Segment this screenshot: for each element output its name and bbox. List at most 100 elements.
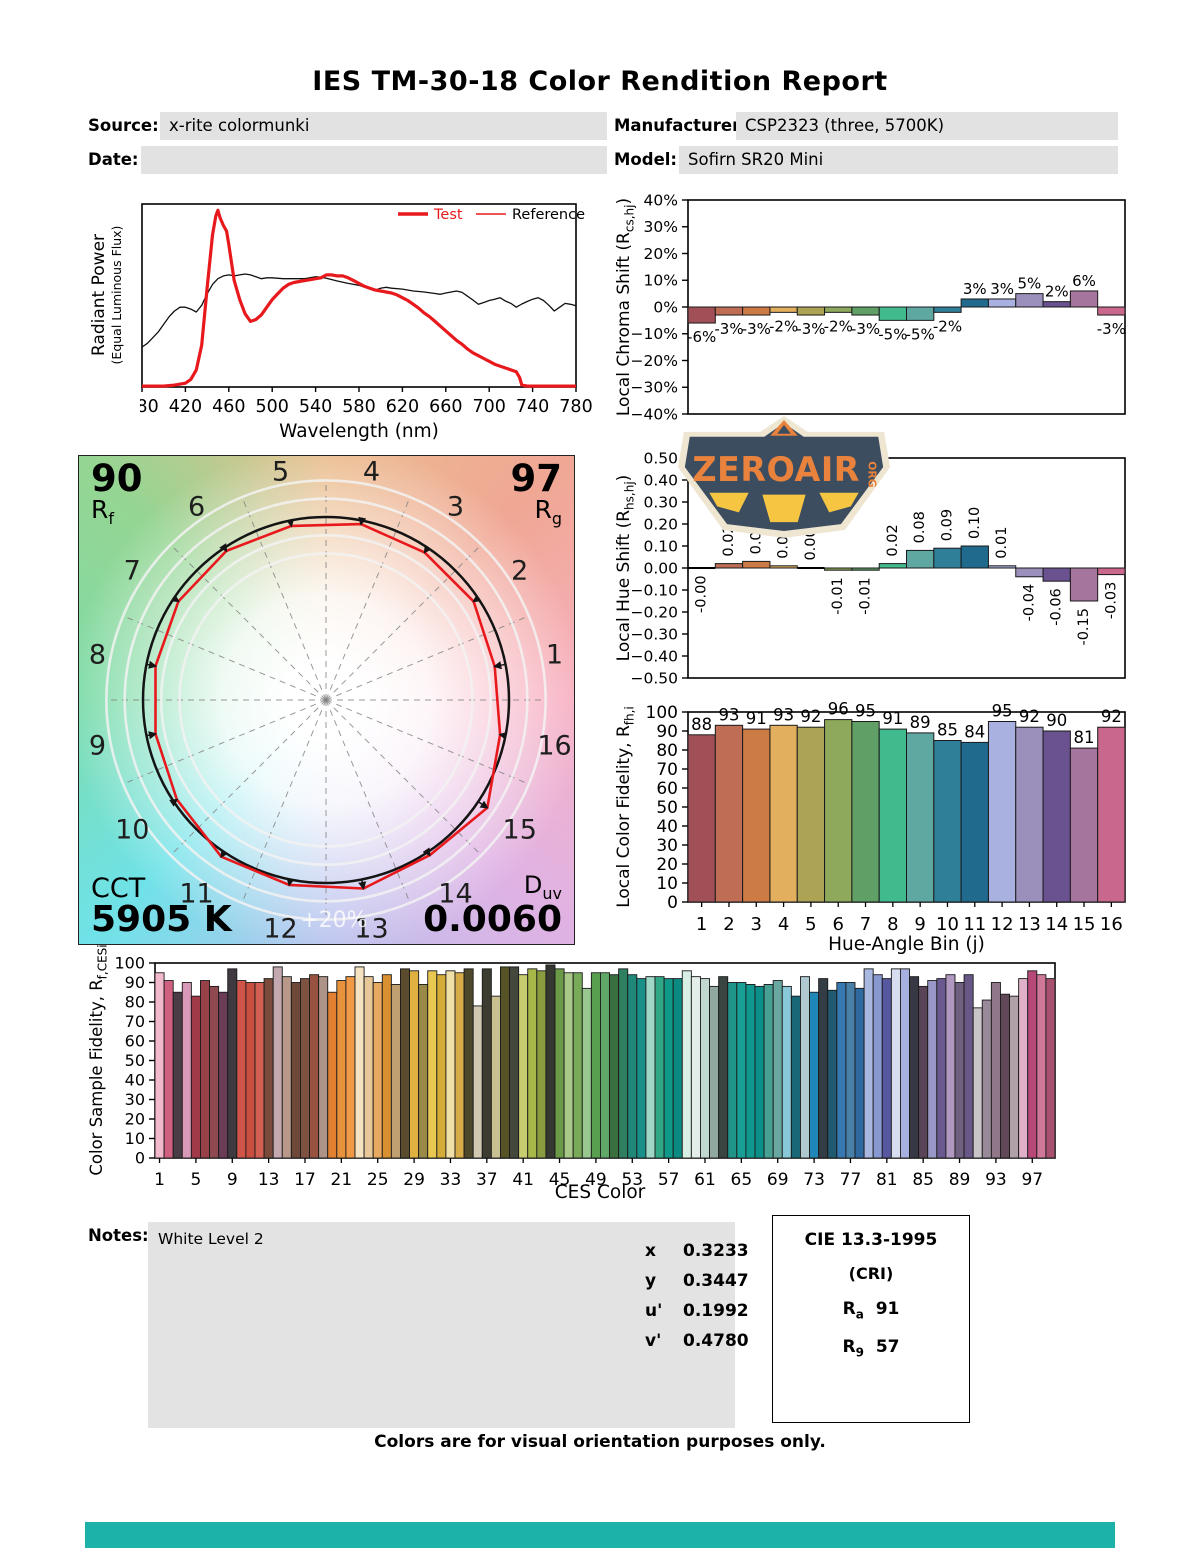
- ces-sample-fidelity-bar-14: [272, 966, 283, 1159]
- r9-row: R9 57: [842, 1337, 900, 1360]
- x-tick-label: 97: [1021, 1170, 1043, 1190]
- y-tick-label: 100: [646, 703, 678, 723]
- local-chroma-shift-bar-11: [960, 298, 989, 308]
- ces-sample-fidelity-bar-44: [545, 964, 556, 1159]
- y-tick-label: −30%: [631, 379, 678, 397]
- x-tick-label: 2: [723, 914, 734, 935]
- ces-sample-fidelity-bar-78: [854, 987, 865, 1159]
- bar-value-label: 91: [882, 709, 903, 728]
- local-hue-shift-bar-10: [933, 547, 962, 569]
- x-axis-title: CES Color: [555, 1182, 646, 1203]
- source-label: Source:: [88, 116, 159, 135]
- ces-sample-fidelity-bar-94: [1000, 993, 1010, 1159]
- cct-label: CCT: [91, 873, 146, 904]
- shift-arrow-bin-1: [493, 661, 506, 670]
- x-tick-label: 3: [751, 914, 762, 935]
- ces-sample-fidelity-bar-46: [563, 972, 574, 1159]
- ces-sample-fidelity-bar-79: [863, 968, 874, 1159]
- spd-plot: 380 420 460 500 540 580 620 660 700 740 780 Wavelen…: [140, 203, 593, 442]
- ces-sample-fidelity-bar-39: [500, 966, 510, 1159]
- bar-value-label: 5%: [1018, 275, 1042, 293]
- ces-sample-fidelity-bar-59: [681, 970, 692, 1159]
- y-tick-label: 90: [125, 973, 145, 992]
- local-chroma-shift-bar-10: [933, 306, 962, 313]
- local-hue-shift-bar-16: [1097, 567, 1126, 576]
- cvg-bin-number-3: 3: [447, 491, 464, 522]
- cvg-bin-number-2: 2: [511, 556, 528, 587]
- bar-value-label: 93: [773, 705, 794, 724]
- bar-value-label: -5%: [906, 325, 935, 343]
- y-tick-label: 10: [656, 874, 678, 894]
- bar-value-label: -0.01: [858, 577, 874, 615]
- ces-sample-fidelity-bar-58: [672, 978, 683, 1159]
- y-tick-label: 20: [125, 1110, 145, 1129]
- ces-sample-fidelity-bar-74: [818, 978, 829, 1159]
- hue-bin-divider: [325, 699, 530, 785]
- notes-label: Notes:: [88, 1226, 149, 1245]
- bar-value-label: 92: [1019, 707, 1040, 726]
- ces-sample-fidelity-bar-41: [518, 974, 529, 1159]
- y-tick-label: 70: [656, 760, 678, 780]
- ces-sample-fidelity-bar-80: [872, 974, 883, 1159]
- ces-sample-fidelity-bar-27: [390, 984, 401, 1159]
- chromaticity-block: x 0.3233 y 0.3447 u' 0.1992 v' 0.4780: [645, 1236, 749, 1356]
- x-axis-title: Hue-Angle Bin (j): [828, 934, 985, 954]
- x-tick-label: 53: [621, 1170, 643, 1190]
- y-tick-label: 0.00: [643, 559, 678, 577]
- ces-sample-fidelity-bar-31: [427, 970, 438, 1159]
- x-tick-label: 49: [585, 1170, 607, 1190]
- ces-sample-fidelity-bar-34: [454, 972, 465, 1159]
- x-tick-label: 15: [1073, 914, 1096, 935]
- rf-label: Rf: [91, 495, 115, 528]
- cie-title: CIE 13.3-1995: [804, 1230, 938, 1250]
- y-tick-label: 40: [656, 817, 678, 837]
- ces-sample-fidelity-bar-82: [890, 968, 901, 1159]
- ces-sample-fidelity-bar-86: [927, 980, 938, 1159]
- local-color-fidelity-bar-14: [1042, 730, 1071, 903]
- ces-sample-fidelity-bar-2: [163, 980, 174, 1159]
- test-spectrum-line: [142, 208, 576, 388]
- chromaticity-y-row: y 0.3447: [645, 1271, 749, 1291]
- local-color-fidelity-bar-13: [1015, 726, 1044, 903]
- local-hue-shift-bar-7: [851, 567, 880, 571]
- ces-sample-fidelity-bar-93: [990, 982, 1001, 1159]
- guide-ring: [123, 497, 529, 903]
- duv-value: 0.0060: [423, 899, 562, 940]
- cvg-bin-number-15: 15: [503, 814, 537, 845]
- ces-sample-fidelity-bar-24: [363, 976, 374, 1159]
- ces-sample-fidelity-bar-4: [181, 982, 192, 1159]
- bar-value-label: -3%: [714, 320, 743, 338]
- ces-sample-fidelity-bar-13: [263, 978, 274, 1159]
- ces-sample-fidelity-bar-11: [245, 982, 256, 1159]
- y-tick-label: 30: [125, 1090, 145, 1109]
- cvg-bin-number-10: 10: [115, 814, 149, 845]
- y-tick-label: 80: [656, 741, 678, 761]
- local-hue-shift-bar-3: [742, 560, 771, 569]
- local-color-fidelity-chart: Local Color Fidelity, Rfh,i 100 90 80 70 60 5…: [600, 702, 1190, 954]
- x-tick-label: 89: [949, 1170, 971, 1190]
- ces-sample-fidelity-bar-87: [936, 978, 947, 1159]
- cvg-bin-number-11: 11: [179, 879, 213, 910]
- local-chroma-shift-bar-9: [906, 306, 935, 321]
- date-label: Date:: [88, 150, 139, 169]
- local-color-fidelity-bar-11: [960, 741, 989, 903]
- ces-sample-fidelity-bar-8: [218, 991, 229, 1159]
- shift-arrow-bin-5: [286, 518, 295, 528]
- ces-sample-fidelity-bar-19: [318, 976, 329, 1159]
- x-tick-label: 9: [227, 1170, 238, 1190]
- ces-sample-fidelity-bar-52: [618, 968, 629, 1159]
- ces-sample-fidelity-bar-20: [327, 991, 338, 1159]
- ces-sample-fidelity-bar-10: [236, 980, 247, 1159]
- local-chroma-shift-bar-5: [796, 306, 826, 316]
- y-tick-label: 30: [656, 836, 678, 856]
- ces-sample-fidelity-bar-67: [754, 985, 765, 1159]
- bar-value-label: -0.01: [830, 577, 846, 615]
- local-hue-shift-bar-12: [987, 565, 1017, 569]
- shift-arrow-bin-11: [220, 848, 229, 859]
- x-tick-label: 380: [140, 397, 159, 417]
- notes-box: White Level 2: [148, 1222, 735, 1428]
- y-tick-label: 0.20: [643, 515, 678, 533]
- legend-label-reference: Reference: [512, 207, 585, 223]
